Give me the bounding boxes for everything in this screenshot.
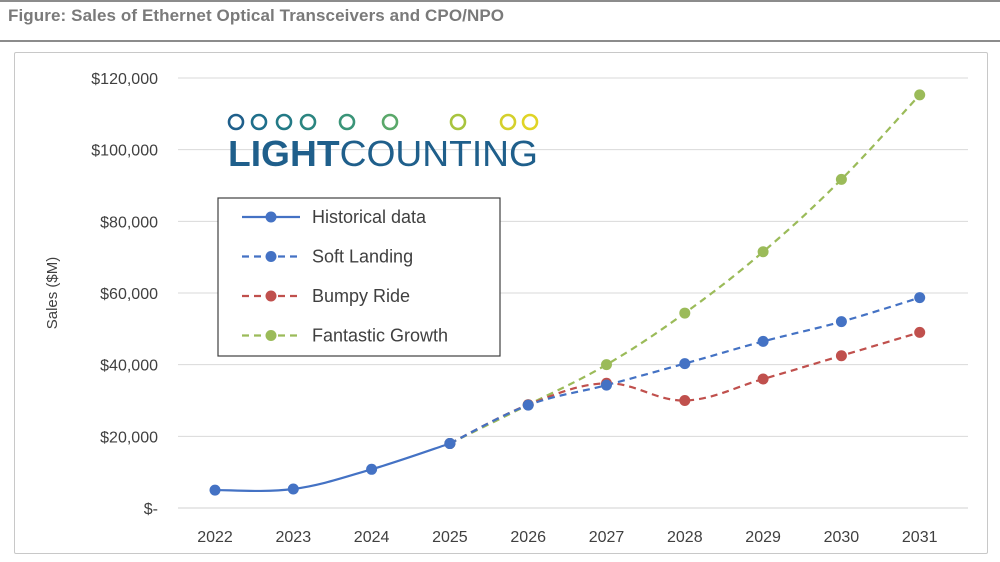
logo-chain-circle (381, 113, 399, 131)
y-tick-label: $40,000 (100, 358, 158, 375)
y-tick-label: $20,000 (100, 429, 158, 446)
legend-item-historical-data: Historical data (242, 207, 427, 227)
data-point-soft-landing (914, 292, 926, 304)
data-point-bumpy-ride (679, 395, 691, 406)
data-point-fantastic-growth (835, 173, 847, 185)
data-point-bumpy-ride (914, 326, 926, 338)
y-tick-label: $100,000 (91, 143, 158, 160)
x-tick-label: 2026 (510, 529, 546, 546)
legend-label: Bumpy Ride (312, 286, 410, 306)
data-point-soft-landing (835, 316, 847, 328)
legend-item-bumpy-ride: Bumpy Ride (242, 286, 410, 306)
logo-text-counting: COUNTING (340, 133, 538, 174)
x-tick-label: 2022 (197, 529, 233, 546)
legend-marker (265, 211, 277, 223)
data-point-bumpy-ride (757, 373, 769, 385)
legend-item-soft-landing: Soft Landing (242, 247, 413, 267)
data-point-historical-data (444, 438, 456, 449)
y-tick-label: $120,000 (91, 71, 158, 88)
x-tick-label: 2027 (589, 529, 625, 546)
legend-label: Soft Landing (312, 247, 413, 267)
data-point-fantastic-growth (679, 307, 691, 319)
logo-chain-circle (227, 113, 245, 131)
y-tick-label: $60,000 (100, 286, 158, 303)
logo-chain-circle (275, 113, 293, 131)
series-line-bumpy-ride (449, 331, 921, 445)
data-point-soft-landing (679, 358, 691, 370)
series-lines (209, 89, 926, 496)
legend: Historical data Soft Landing Bumpy Ride Fan… (217, 197, 501, 357)
y-tick-label: $80,000 (100, 214, 158, 231)
series-line-historical-data (214, 442, 451, 493)
data-point-historical-data (287, 483, 299, 495)
x-tick-label: 2031 (902, 529, 938, 546)
x-tick-label: 2028 (667, 529, 703, 546)
data-point-soft-landing (757, 335, 769, 347)
logo-wordmark: LIGHT COUNTING (228, 133, 538, 174)
logo-chain-circle (299, 113, 317, 131)
x-tick-label: 2024 (354, 529, 390, 546)
logo-chain-circle (499, 113, 517, 131)
data-point-historical-data (366, 463, 378, 475)
legend-marker (265, 330, 277, 341)
x-tick-label: 2025 (432, 529, 468, 546)
legend-label: Historical data (312, 207, 427, 227)
x-tick-label: 2030 (824, 529, 860, 546)
y-tick-label: $- (144, 501, 158, 518)
x-axis-ticks: 2022 2023 2024 2025 2026 2027 2028 2029 2030 2031 (197, 529, 937, 546)
title-rule (0, 40, 1000, 42)
top-rule (0, 0, 1000, 2)
figure-title: Figure: Sales of Ethernet Optical Transc… (8, 6, 505, 25)
data-point-historical-data (209, 484, 221, 496)
logo-chain-circle (449, 113, 467, 131)
legend-label: Fantastic Growth (312, 326, 448, 346)
legend-box (217, 197, 501, 357)
chart-frame (14, 52, 988, 554)
data-point-soft-landing (522, 399, 534, 411)
logo-chain-circle (521, 113, 539, 131)
legend-marker (265, 290, 277, 302)
x-tick-label: 2023 (276, 529, 312, 546)
gridlines (178, 77, 968, 509)
x-tick-label: 2029 (745, 529, 781, 546)
logo-text-light: LIGHT (228, 133, 340, 174)
data-point-soft-landing (601, 379, 612, 391)
legend-item-fantastic-growth: Fantastic Growth (242, 326, 448, 346)
lightcounting-logo: LIGHT COUNTING (219, 113, 548, 174)
logo-chain-circle (338, 113, 356, 131)
series-line-soft-landing (449, 296, 921, 445)
y-axis-ticks: $- $20,000 $40,000 $60,000 $80,000 $100,000 $1… (91, 71, 158, 518)
data-point-fantastic-growth (601, 359, 612, 371)
data-point-fantastic-growth (757, 246, 769, 258)
logo-chain-circle (250, 113, 268, 131)
legend-marker (265, 251, 277, 262)
data-point-fantastic-growth (914, 89, 926, 101)
data-point-bumpy-ride (835, 350, 847, 362)
y-axis-label: Sales ($M) (44, 257, 61, 330)
